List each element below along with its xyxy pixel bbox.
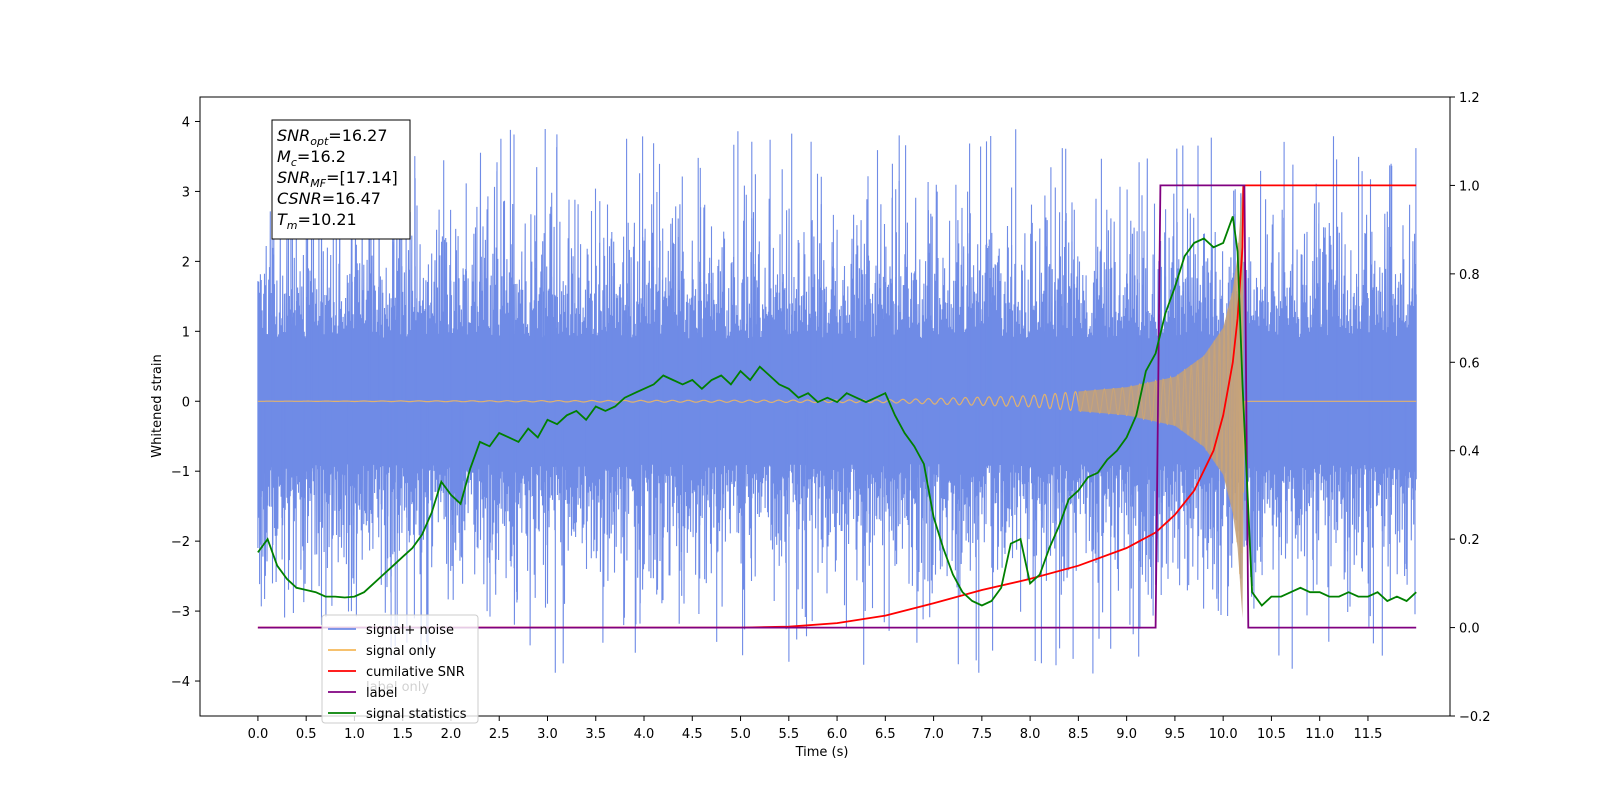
x-tick-label: 2.5 [489, 727, 510, 742]
info-line: CSNR=16.47 [277, 189, 381, 208]
series-label [257, 184, 1417, 629]
x-tick-label: 3.5 [585, 727, 606, 742]
legend-label: label [366, 686, 397, 701]
series-cumulative-snr [257, 184, 1417, 629]
y-tick-label: 3 [182, 185, 190, 200]
legend-frame [321, 614, 479, 724]
x-tick-label: 2.0 [441, 727, 462, 742]
x-tick-label: 4.0 [634, 727, 655, 742]
x-tick-label: 7.5 [972, 727, 993, 742]
series-layer [257, 128, 1417, 674]
info-box: SNRopt=16.27Mc=16.2SNRMF=[17.14]CSNR=16.… [271, 119, 411, 240]
y-tick-label: 0 [182, 395, 190, 410]
y-tick-label: −2 [171, 535, 190, 550]
x-tick-label: 0.0 [248, 727, 269, 742]
x-axis: 0.0 0.5 1.0 1.5 2.0 2.5 3.0 3.5 4.0 4.5 5.0 5.5 6.0 6… [248, 716, 1382, 742]
noise-spikes [260, 128, 1417, 674]
legend: label only signal+ noise signal only cumila… [321, 614, 479, 724]
x-tick-label: 9.0 [1116, 727, 1137, 742]
y2-tick-label: 1.2 [1459, 91, 1480, 106]
y-tick-label: 2 [182, 255, 190, 270]
x-tick-label: 9.5 [1165, 727, 1186, 742]
y-axis-title: Whitened strain [150, 354, 165, 457]
legend-label: signal statistics [366, 707, 467, 722]
x-tick-label: 8.5 [1068, 727, 1089, 742]
x-tick-label: 6.5 [875, 727, 896, 742]
x-tick-label: 0.5 [296, 727, 317, 742]
legend-label: signal only [366, 644, 436, 659]
info-line: SNRMF=[17.14] [277, 168, 398, 190]
y-tick-label: −1 [171, 465, 190, 480]
info-line: Tm=10.21 [277, 210, 357, 232]
y2-tick-label: 0.2 [1459, 533, 1480, 548]
legend-label: cumilative SNR [366, 665, 465, 680]
y2-tick-label: 0.8 [1459, 268, 1480, 283]
info-line: SNRopt=16.27 [277, 126, 388, 148]
series-signal-only [257, 184, 1417, 619]
x-tick-label: 11.5 [1353, 727, 1382, 742]
legend-label: signal+ noise [366, 623, 454, 638]
x-tick-label: 4.5 [682, 727, 703, 742]
x-tick-label: 5.0 [730, 727, 751, 742]
x-tick-label: 1.0 [344, 727, 365, 742]
y-axis-left: 4 3 2 1 0 −1 −2 −3 −4 [171, 115, 200, 690]
x-tick-label: 6.0 [827, 727, 848, 742]
y-tick-label: −4 [171, 675, 190, 690]
legend-hidden-text: label only [366, 680, 429, 695]
info-box-frame [271, 119, 411, 240]
y2-tick-label: 0.4 [1459, 445, 1480, 460]
plot-frame [199, 96, 1451, 717]
x-tick-label: 3.0 [537, 727, 558, 742]
y-axis-right: 1.2 1.0 0.8 0.6 0.4 0.2 0.0 −0.2 [1450, 91, 1491, 725]
x-tick-label: 10.5 [1257, 727, 1286, 742]
chirp-envelope [1078, 184, 1244, 619]
x-tick-label: 7.0 [923, 727, 944, 742]
y2-tick-label: 0.0 [1459, 622, 1480, 637]
series-signal-statistics [257, 216, 1417, 607]
x-axis-title: Time (s) [795, 745, 849, 760]
x-tick-label: 10.0 [1209, 727, 1238, 742]
y2-tick-label: 1.0 [1459, 179, 1480, 194]
x-tick-label: 5.5 [778, 727, 799, 742]
x-tick-label: 11.0 [1305, 727, 1334, 742]
y-tick-label: −3 [171, 605, 190, 620]
y2-tick-label: 0.6 [1459, 356, 1480, 371]
x-tick-label: 8.0 [1020, 727, 1041, 742]
y2-tick-label: −0.2 [1459, 710, 1491, 725]
x-tick-label: 1.5 [392, 727, 413, 742]
y-tick-label: 1 [182, 325, 190, 340]
y-tick-label: 4 [182, 115, 190, 130]
info-line: Mc=16.2 [277, 147, 346, 169]
